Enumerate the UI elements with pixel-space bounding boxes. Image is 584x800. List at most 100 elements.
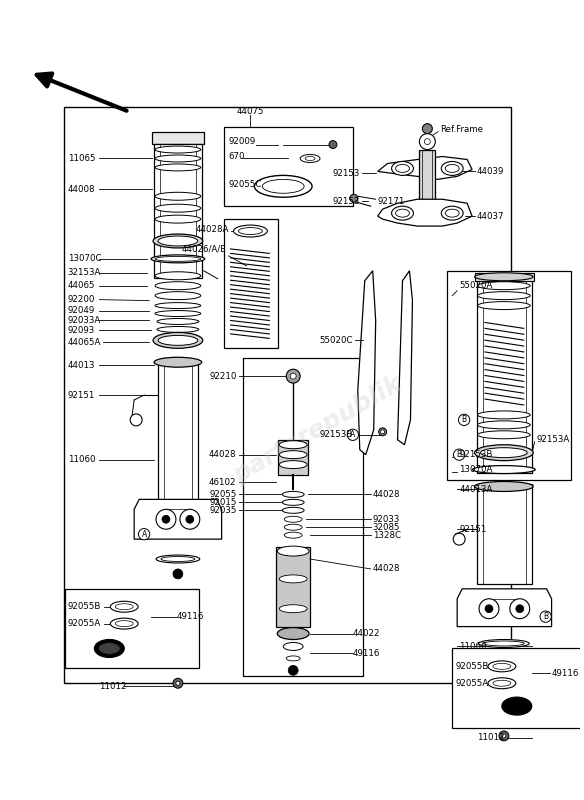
Ellipse shape bbox=[445, 209, 459, 217]
Text: 44039: 44039 bbox=[477, 167, 505, 176]
Ellipse shape bbox=[478, 421, 530, 429]
Text: 44028: 44028 bbox=[373, 565, 400, 574]
Ellipse shape bbox=[305, 157, 315, 161]
Ellipse shape bbox=[478, 639, 529, 647]
Ellipse shape bbox=[155, 272, 201, 280]
Text: 44013A: 44013A bbox=[459, 485, 492, 494]
Ellipse shape bbox=[472, 466, 535, 474]
Ellipse shape bbox=[110, 618, 138, 629]
Bar bbox=[452, 649, 584, 728]
Text: 44037: 44037 bbox=[477, 212, 505, 221]
Ellipse shape bbox=[445, 165, 459, 173]
Ellipse shape bbox=[155, 155, 201, 162]
Circle shape bbox=[485, 605, 493, 613]
Circle shape bbox=[176, 682, 180, 686]
Circle shape bbox=[499, 731, 509, 741]
Text: 92153: 92153 bbox=[332, 169, 360, 178]
Ellipse shape bbox=[279, 450, 307, 458]
Circle shape bbox=[186, 515, 194, 523]
Ellipse shape bbox=[442, 206, 463, 220]
Text: Ref.Frame: Ref.Frame bbox=[440, 125, 484, 134]
Ellipse shape bbox=[392, 206, 413, 220]
Ellipse shape bbox=[395, 165, 409, 173]
Bar bbox=[65, 589, 199, 668]
Text: 44008: 44008 bbox=[68, 185, 95, 194]
Ellipse shape bbox=[153, 234, 203, 248]
Circle shape bbox=[173, 569, 183, 579]
Text: 55020A: 55020A bbox=[459, 282, 492, 290]
Ellipse shape bbox=[392, 162, 413, 175]
Bar bbox=[477, 485, 531, 584]
Circle shape bbox=[516, 605, 524, 613]
Ellipse shape bbox=[493, 680, 511, 686]
Ellipse shape bbox=[478, 292, 530, 300]
Ellipse shape bbox=[283, 642, 303, 650]
Text: 1328C: 1328C bbox=[373, 530, 401, 540]
Text: 44028: 44028 bbox=[209, 450, 237, 459]
Text: 92153: 92153 bbox=[332, 197, 360, 206]
Ellipse shape bbox=[282, 491, 304, 498]
Text: 44028A: 44028A bbox=[195, 225, 228, 234]
Text: 32085: 32085 bbox=[373, 522, 400, 532]
Text: 92009: 92009 bbox=[228, 137, 256, 146]
Text: 92055A: 92055A bbox=[68, 619, 101, 628]
Text: 92055B: 92055B bbox=[455, 662, 489, 671]
Ellipse shape bbox=[286, 656, 300, 661]
Ellipse shape bbox=[284, 524, 302, 530]
Ellipse shape bbox=[284, 532, 302, 538]
Text: B: B bbox=[461, 415, 467, 424]
Ellipse shape bbox=[475, 445, 533, 461]
Text: 92035: 92035 bbox=[209, 506, 237, 515]
Ellipse shape bbox=[158, 335, 198, 346]
Ellipse shape bbox=[282, 499, 304, 506]
Text: 92049: 92049 bbox=[68, 306, 95, 315]
Text: 49116: 49116 bbox=[353, 649, 380, 658]
Ellipse shape bbox=[277, 627, 309, 639]
Ellipse shape bbox=[481, 448, 527, 458]
Text: 11060: 11060 bbox=[459, 642, 486, 651]
Text: 11065: 11065 bbox=[68, 154, 95, 163]
Ellipse shape bbox=[502, 697, 531, 715]
Ellipse shape bbox=[155, 192, 201, 200]
Text: 55020C: 55020C bbox=[319, 336, 353, 345]
Text: 92153B: 92153B bbox=[319, 430, 353, 439]
Polygon shape bbox=[457, 589, 552, 626]
Circle shape bbox=[130, 414, 142, 426]
Circle shape bbox=[350, 194, 358, 202]
Circle shape bbox=[419, 134, 435, 150]
Ellipse shape bbox=[279, 461, 307, 469]
Polygon shape bbox=[134, 499, 222, 539]
Ellipse shape bbox=[395, 209, 409, 217]
Circle shape bbox=[290, 373, 296, 379]
Ellipse shape bbox=[279, 605, 307, 613]
Text: 13070C: 13070C bbox=[68, 254, 101, 263]
Ellipse shape bbox=[151, 255, 205, 263]
Ellipse shape bbox=[154, 358, 201, 367]
Ellipse shape bbox=[478, 431, 530, 438]
Text: 49116: 49116 bbox=[552, 669, 579, 678]
Text: 670: 670 bbox=[228, 152, 245, 161]
Text: 46102: 46102 bbox=[209, 478, 237, 487]
Text: 92033: 92033 bbox=[373, 514, 400, 524]
Ellipse shape bbox=[484, 641, 524, 646]
Bar bbox=[224, 219, 279, 348]
Ellipse shape bbox=[478, 302, 530, 310]
Bar bbox=[64, 107, 511, 683]
Ellipse shape bbox=[98, 642, 120, 654]
Ellipse shape bbox=[157, 326, 199, 333]
Ellipse shape bbox=[478, 282, 530, 290]
Ellipse shape bbox=[284, 516, 302, 522]
Ellipse shape bbox=[155, 302, 201, 309]
Circle shape bbox=[162, 515, 170, 523]
Ellipse shape bbox=[110, 602, 138, 612]
Ellipse shape bbox=[262, 179, 304, 194]
Ellipse shape bbox=[488, 661, 516, 672]
Ellipse shape bbox=[277, 546, 309, 556]
Text: 92055: 92055 bbox=[209, 490, 237, 499]
Circle shape bbox=[156, 510, 176, 530]
Bar bbox=[279, 440, 308, 474]
Circle shape bbox=[510, 598, 530, 618]
Text: 44013: 44013 bbox=[68, 361, 95, 370]
Ellipse shape bbox=[95, 639, 124, 658]
Text: 44028: 44028 bbox=[373, 490, 400, 499]
